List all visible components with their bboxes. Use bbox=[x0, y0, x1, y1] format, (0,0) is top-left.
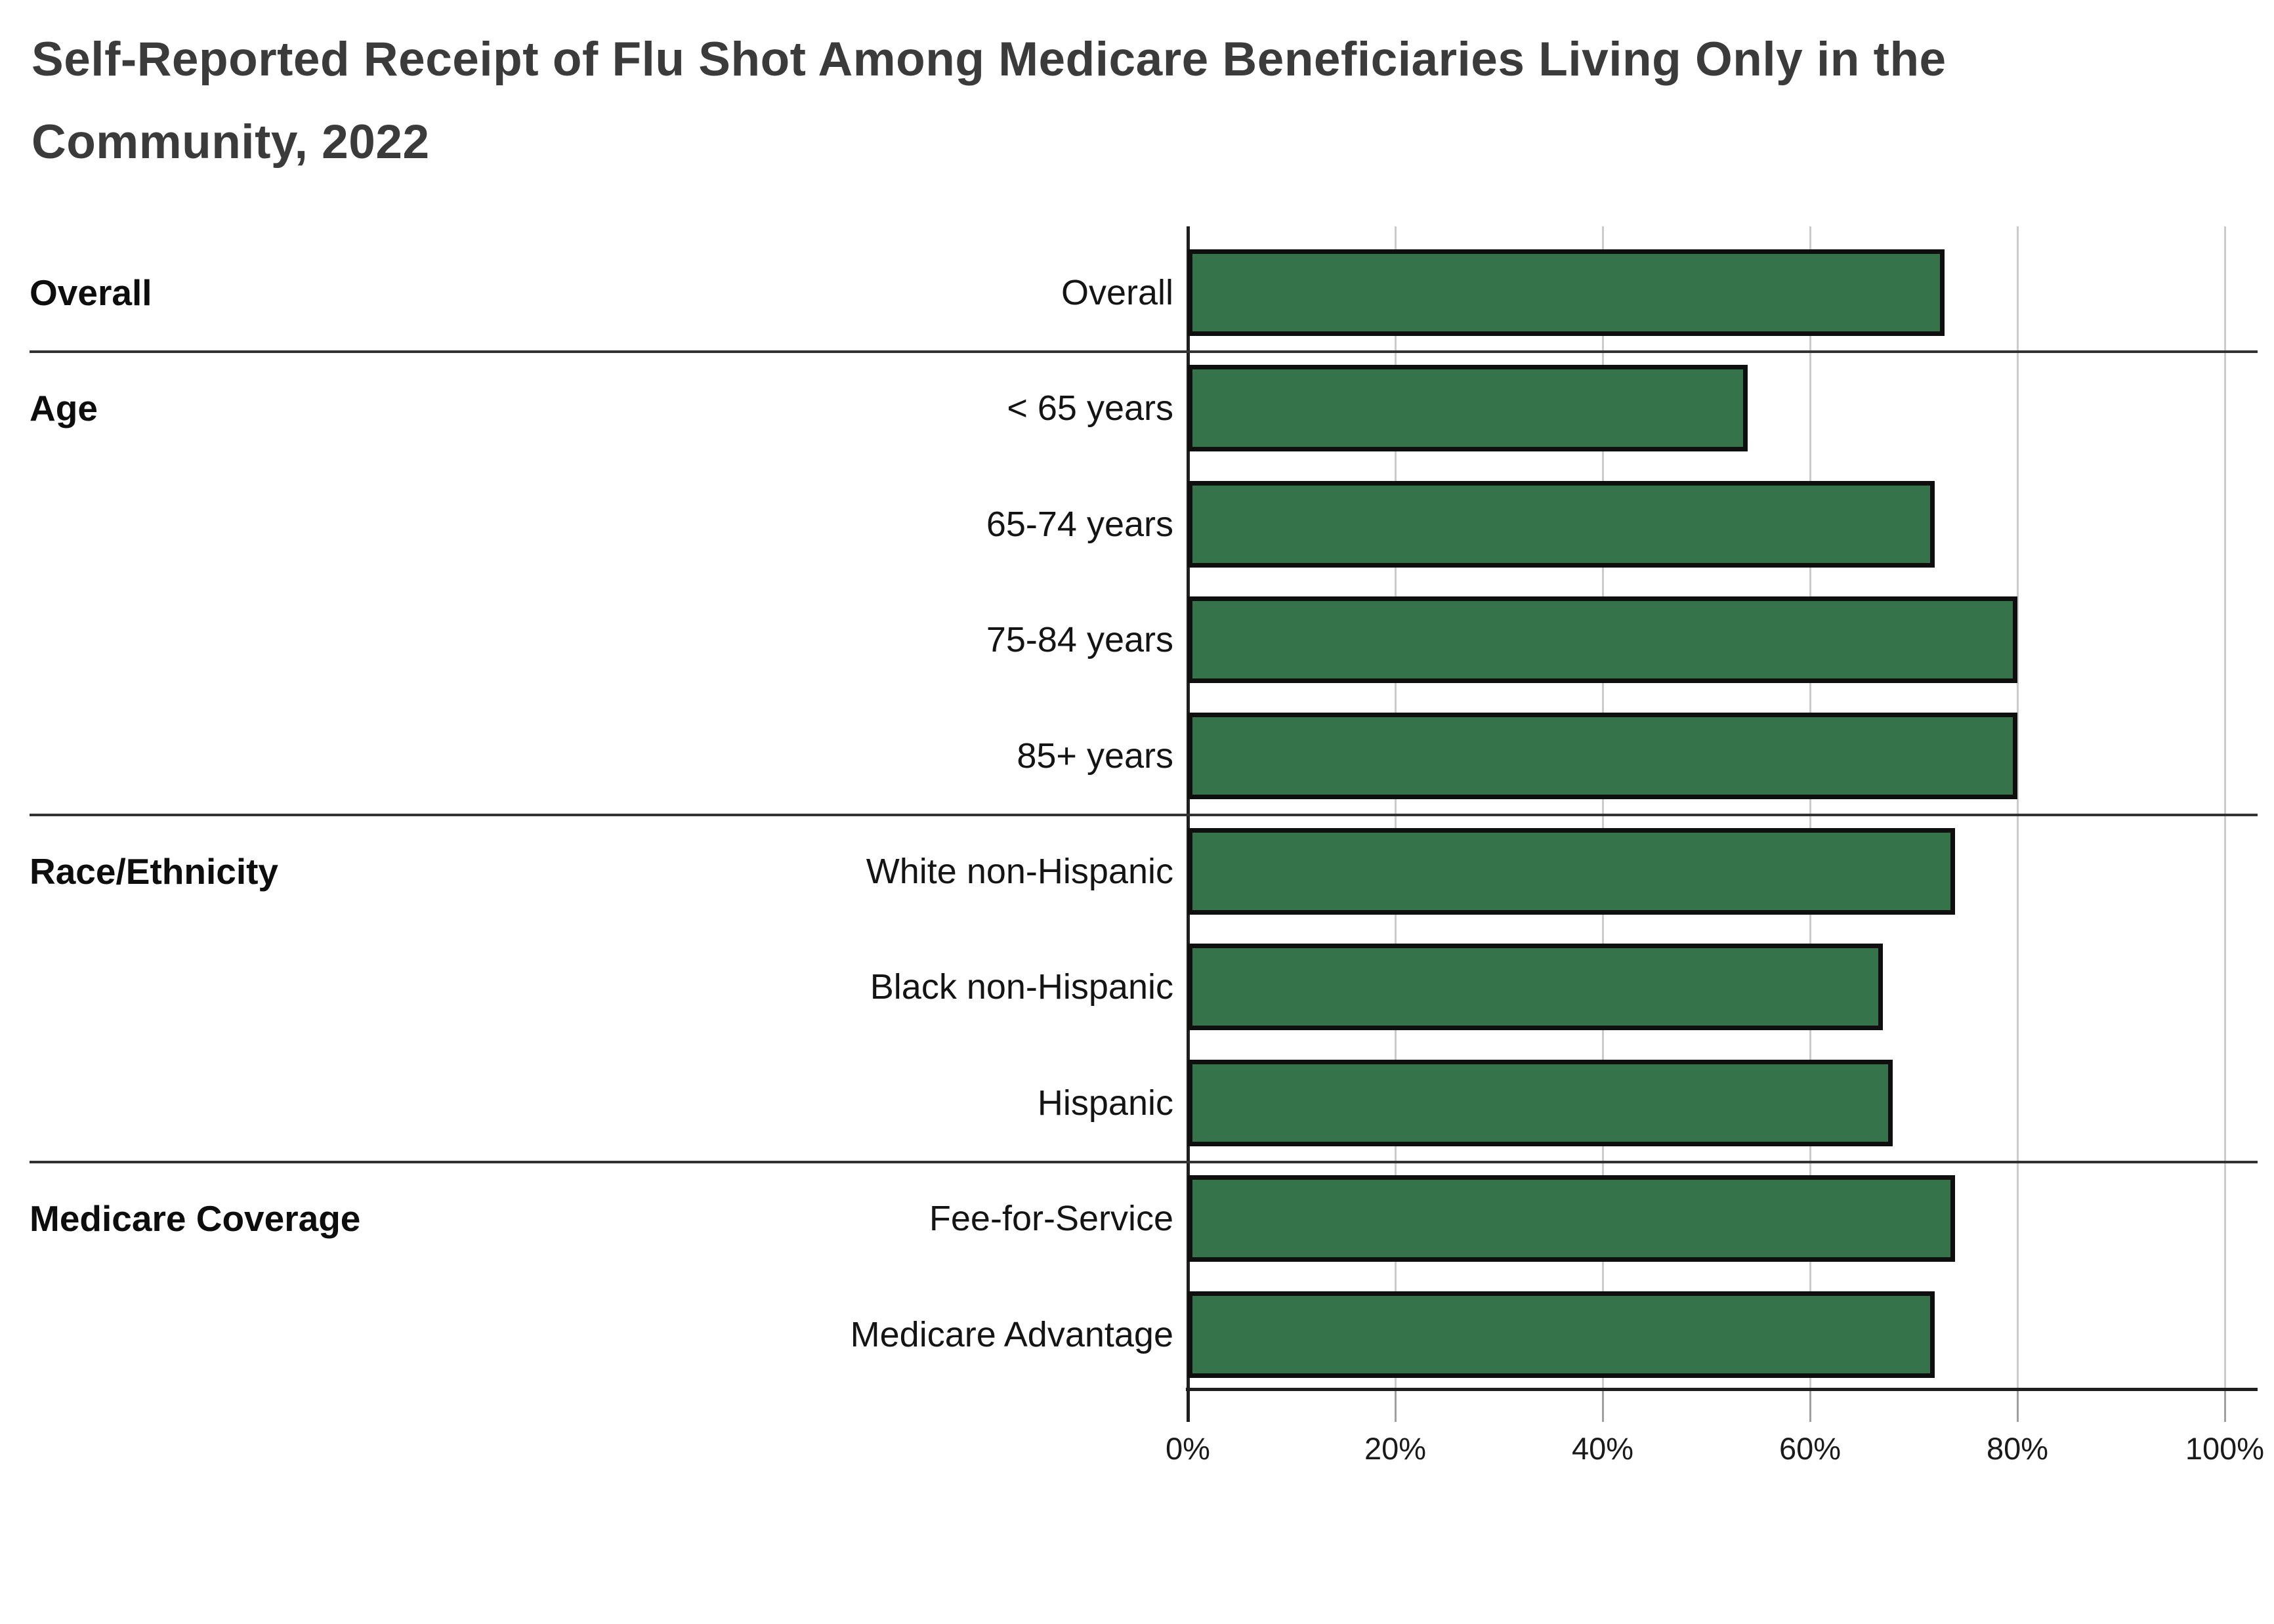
section-label: Overall bbox=[30, 272, 152, 313]
axis-tick bbox=[2223, 1388, 2226, 1422]
bar bbox=[1188, 249, 1945, 336]
axis-tick bbox=[1601, 1388, 1604, 1422]
x-axis-line bbox=[1186, 1388, 2258, 1391]
section-label: Medicare Coverage bbox=[30, 1198, 361, 1239]
axis-tick bbox=[1186, 1388, 1190, 1422]
chart-title: Self-Reported Receipt of Flu Shot Among … bbox=[32, 33, 1947, 169]
row-label: Fee-for-Service bbox=[929, 1199, 1173, 1239]
bar bbox=[1188, 1059, 1893, 1146]
row-label: 75-84 years bbox=[986, 620, 1173, 660]
x-tick-label: 100% bbox=[2185, 1431, 2265, 1466]
row-label: White non-Hispanic bbox=[866, 852, 1173, 891]
gridline bbox=[1809, 226, 1811, 1388]
bar bbox=[1188, 944, 1883, 1031]
bar bbox=[1188, 828, 1955, 915]
section-separator bbox=[30, 1161, 2258, 1163]
axis-tick bbox=[2016, 1388, 2019, 1422]
gridline bbox=[2016, 226, 2019, 1388]
bar bbox=[1188, 480, 1935, 568]
x-tick-label: 40% bbox=[1571, 1431, 1634, 1466]
x-tick-label: 0% bbox=[1166, 1431, 1210, 1466]
row-label: < 65 years bbox=[1007, 388, 1173, 428]
bar bbox=[1188, 712, 2017, 799]
axis-tick bbox=[1394, 1388, 1397, 1422]
y-axis-line bbox=[1186, 226, 1190, 1388]
row-label: 85+ years bbox=[1017, 736, 1173, 776]
gridline bbox=[1394, 226, 1397, 1388]
row-label: Black non-Hispanic bbox=[870, 967, 1173, 1007]
gridline bbox=[2223, 226, 2226, 1388]
section-label: Race/Ethnicity bbox=[30, 851, 279, 892]
bar bbox=[1188, 365, 1748, 452]
gridline bbox=[1601, 226, 1604, 1388]
section-label: Age bbox=[30, 388, 98, 429]
bar bbox=[1188, 596, 2017, 684]
row-label: Overall bbox=[1061, 273, 1173, 312]
row-label: 65-74 years bbox=[986, 504, 1173, 544]
row-label: Hispanic bbox=[1037, 1083, 1173, 1123]
bar bbox=[1188, 1175, 1955, 1262]
x-tick-label: 80% bbox=[1986, 1431, 2049, 1466]
x-tick-label: 60% bbox=[1779, 1431, 1842, 1466]
row-label: Medicare Advantage bbox=[850, 1314, 1173, 1354]
section-separator bbox=[30, 814, 2258, 816]
axis-tick bbox=[1809, 1388, 1811, 1422]
section-separator bbox=[30, 350, 2258, 353]
x-tick-label: 20% bbox=[1364, 1431, 1427, 1466]
bar bbox=[1188, 1291, 1935, 1378]
